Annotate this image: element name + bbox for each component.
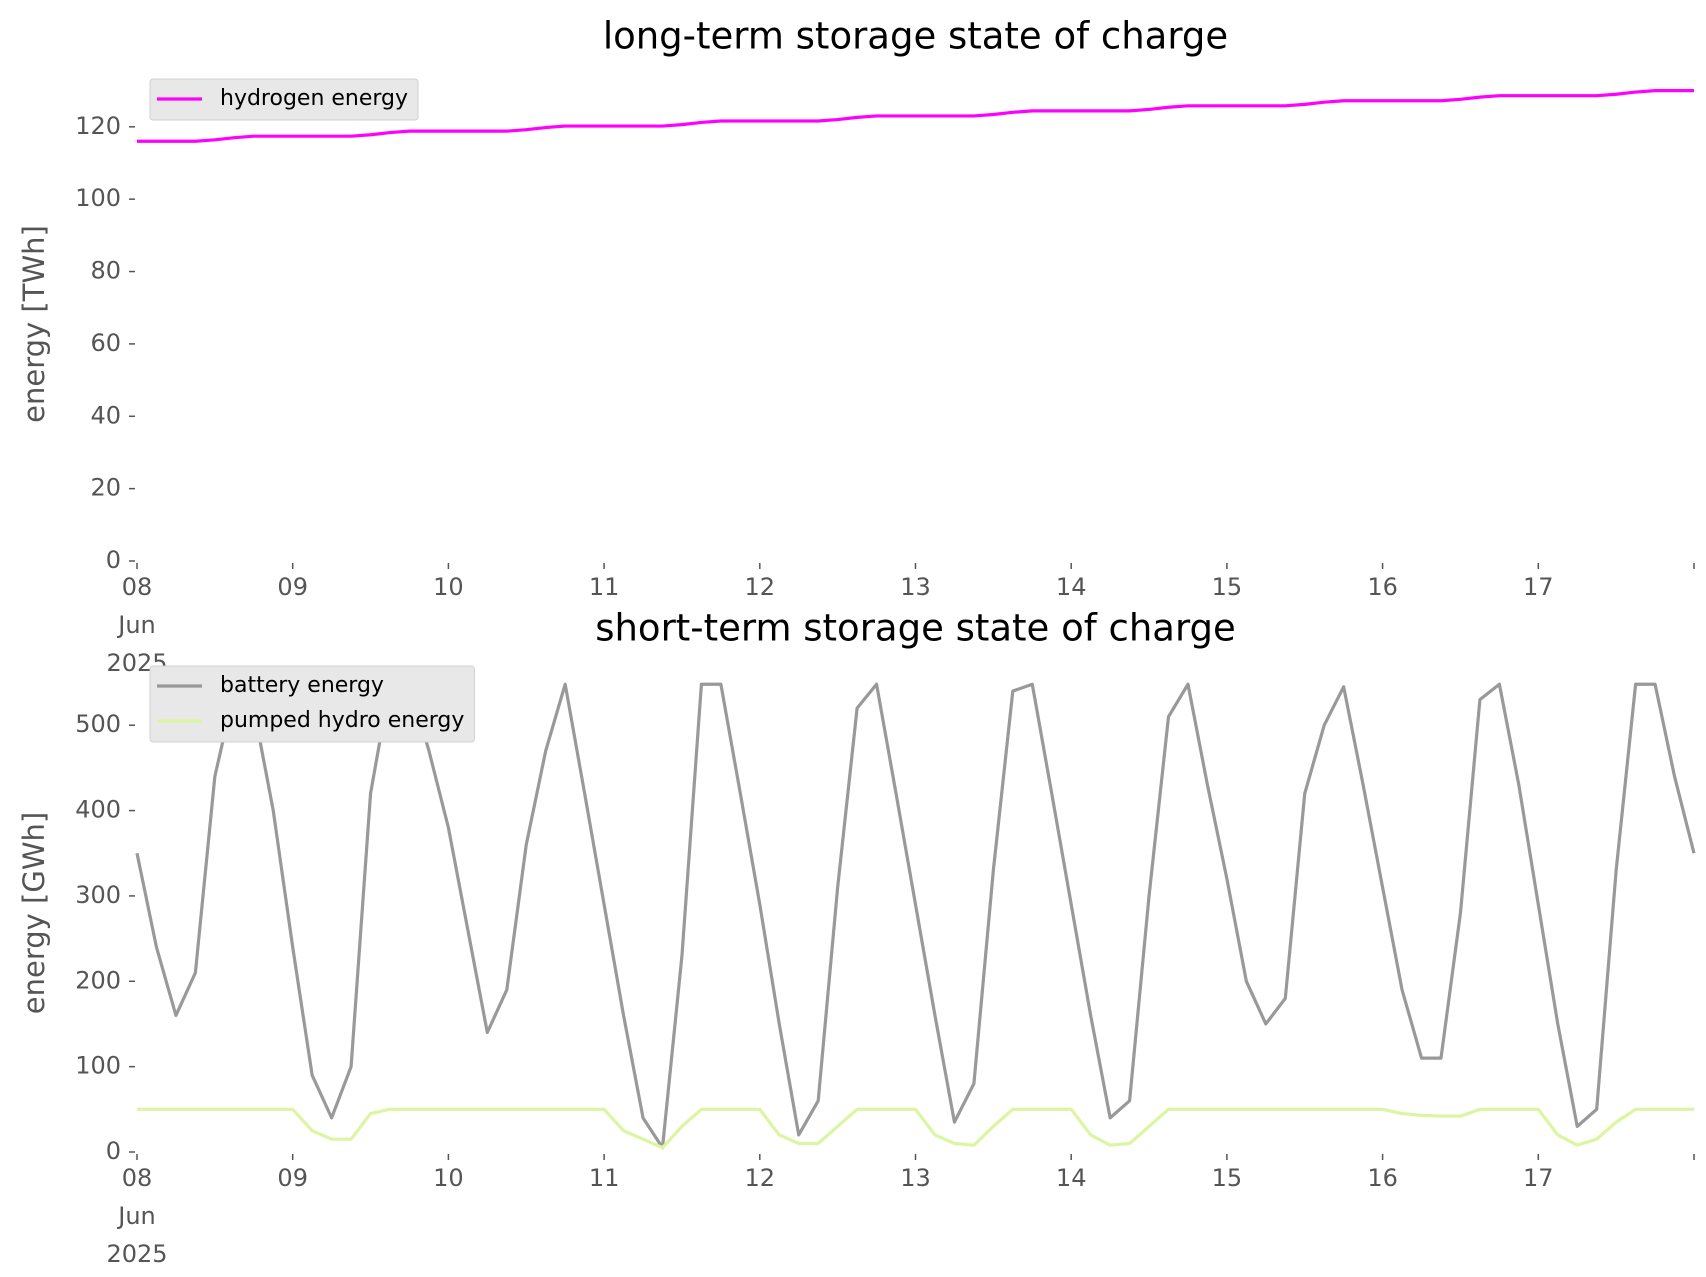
y-tick-label: 500	[75, 710, 121, 738]
y-tick-label: 300	[75, 881, 121, 909]
y-tick-label: 100	[75, 184, 121, 212]
y-tick-label: 0	[106, 546, 121, 574]
x-tick-label: 13	[900, 573, 931, 601]
y-tick-label: 120	[75, 112, 121, 140]
x-tick-label: 15	[1212, 573, 1243, 601]
y-tick-label: 0	[106, 1137, 121, 1165]
series-line	[137, 1107, 1694, 1150]
x-tick-label: 15	[1212, 1164, 1243, 1192]
y-axis-label: energy [GWh]	[17, 812, 51, 1014]
y-tick-label: 20	[90, 474, 121, 502]
y-tick-label: 40	[90, 401, 121, 429]
series-line	[135, 682, 1696, 1150]
legend-box	[149, 665, 475, 743]
x-tick-label: 09	[277, 573, 308, 601]
y-tick-label: 60	[90, 329, 121, 357]
y-tick-label: 200	[75, 966, 121, 994]
legend: hydrogen energy	[149, 78, 419, 121]
legend-label: battery energy	[220, 673, 384, 698]
chart-title: short-term storage state of charge	[595, 607, 1236, 650]
legend-label: hydrogen energy	[220, 86, 408, 111]
x-tick-label: 17	[1523, 1164, 1554, 1192]
x-tick-label: 11	[589, 573, 620, 601]
x-tick-label: 12	[745, 573, 776, 601]
x-tick-label: 13	[900, 1164, 931, 1192]
x-tick-label: 16	[1367, 573, 1398, 601]
series-line	[137, 89, 1694, 143]
y-tick-label: 100	[75, 1052, 121, 1080]
chart-title: long-term storage state of charge	[603, 15, 1228, 58]
legend: battery energy pumped hydro energy	[149, 665, 475, 743]
y-tick-label: 400	[75, 796, 121, 824]
x-tick-label: 08 Jun 2025	[106, 573, 167, 677]
x-tick-label: 12	[745, 1164, 776, 1192]
x-tick-label: 08 Jun 2025	[106, 1164, 167, 1268]
y-axis-label: energy [TWh]	[17, 225, 51, 423]
x-tick-label: 10	[433, 573, 464, 601]
x-tick-label: 10	[433, 1164, 464, 1192]
x-tick-label: 17	[1523, 573, 1554, 601]
x-tick-label: 14	[1056, 573, 1087, 601]
legend-box	[149, 78, 419, 121]
x-tick-label: 14	[1056, 1164, 1087, 1192]
x-tick-label: 09	[277, 1164, 308, 1192]
x-tick-label: 11	[589, 1164, 620, 1192]
y-tick-label: 80	[90, 257, 121, 285]
x-tick-label: 16	[1367, 1164, 1398, 1192]
legend-label: pumped hydro energy	[220, 708, 464, 733]
